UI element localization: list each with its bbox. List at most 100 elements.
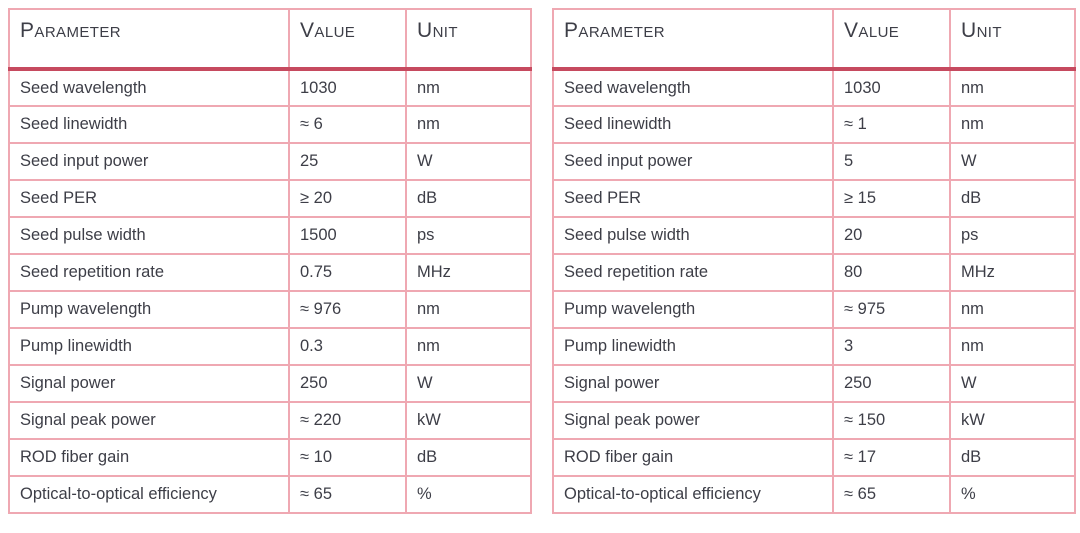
- column-header-parameter: Parameter: [552, 8, 834, 71]
- table-row: Signal power 250 W: [552, 364, 1076, 403]
- cell-value: ≈ 976: [288, 290, 407, 329]
- cell-value: 1030: [288, 68, 407, 107]
- table-row: ROD fiber gain ≈ 10 dB: [8, 438, 532, 477]
- cell-parameter: Pump wavelength: [8, 290, 290, 329]
- spec-tables-container: Parameter Value Unit Seed wavelength 1030…: [8, 8, 1076, 514]
- spec-table-right: Parameter Value Unit Seed wavelength 1030…: [552, 8, 1076, 514]
- table-row: Seed wavelength 1030 nm: [552, 68, 1076, 107]
- table-row: Signal peak power ≈ 220 kW: [8, 401, 532, 440]
- table-row: Pump linewidth 3 nm: [552, 327, 1076, 366]
- cell-unit: kW: [949, 401, 1076, 440]
- table-body-right: Seed wavelength 1030 nm Seed linewidth ≈ 1 nm…: [552, 68, 1076, 514]
- cell-value: 25: [288, 142, 407, 181]
- cell-unit: ps: [405, 216, 532, 255]
- cell-parameter: Optical-to-optical efficiency: [8, 475, 290, 514]
- cell-parameter: Seed input power: [552, 142, 834, 181]
- cell-unit: W: [405, 142, 532, 181]
- cell-value: 250: [288, 364, 407, 403]
- cell-unit: dB: [405, 438, 532, 477]
- cell-parameter: Pump wavelength: [552, 290, 834, 329]
- cell-value: ≈ 17: [832, 438, 951, 477]
- table-row: Optical-to-optical efficiency ≈ 65%: [8, 475, 532, 514]
- cell-unit: dB: [949, 179, 1076, 218]
- cell-value: ≈ 65: [832, 475, 951, 514]
- cell-parameter: Seed pulse width: [8, 216, 290, 255]
- cell-parameter: Signal peak power: [552, 401, 834, 440]
- cell-value: 0.3: [288, 327, 407, 366]
- cell-unit: dB: [949, 438, 1076, 477]
- cell-value: 80: [832, 253, 951, 292]
- cell-parameter: Seed PER: [8, 179, 290, 218]
- cell-unit: nm: [949, 290, 1076, 329]
- cell-parameter: Seed linewidth: [8, 105, 290, 144]
- cell-parameter: ROD fiber gain: [8, 438, 290, 477]
- cell-parameter: Signal power: [552, 364, 834, 403]
- cell-unit: nm: [405, 105, 532, 144]
- cell-unit: W: [405, 364, 532, 403]
- cell-unit: kW: [405, 401, 532, 440]
- cell-value: 20: [832, 216, 951, 255]
- cell-value: 5: [832, 142, 951, 181]
- column-header-value: Value: [832, 8, 951, 71]
- cell-parameter: Seed repetition rate: [552, 253, 834, 292]
- cell-parameter: Pump linewidth: [8, 327, 290, 366]
- table-body-left: Seed wavelength 1030 nm Seed linewidth ≈ 6 nm…: [8, 68, 532, 514]
- cell-value: ≥ 15: [832, 179, 951, 218]
- cell-value: ≈ 975: [832, 290, 951, 329]
- table-row: Pump wavelength ≈ 975 nm: [552, 290, 1076, 329]
- cell-parameter: Signal peak power: [8, 401, 290, 440]
- table-row: Seed repetition rate 0.75 MHz: [8, 253, 532, 292]
- header-row: Parameter Value Unit: [8, 8, 532, 71]
- cell-value: ≈ 6: [288, 105, 407, 144]
- spec-table-left: Parameter Value Unit Seed wavelength 1030…: [8, 8, 532, 514]
- cell-value: 0.75: [288, 253, 407, 292]
- cell-parameter: Pump linewidth: [552, 327, 834, 366]
- cell-unit: dB: [405, 179, 532, 218]
- cell-value: ≈ 65: [288, 475, 407, 514]
- cell-unit: W: [949, 364, 1076, 403]
- table-row: Seed PER ≥ 15 dB: [552, 179, 1076, 218]
- cell-value: 1030: [832, 68, 951, 107]
- table-row: Signal power 250 W: [8, 364, 532, 403]
- cell-parameter: Seed linewidth: [552, 105, 834, 144]
- table-row: Seed pulse width 20 ps: [552, 216, 1076, 255]
- cell-unit: nm: [949, 68, 1076, 107]
- cell-value: 3: [832, 327, 951, 366]
- table-row: Seed wavelength 1030 nm: [8, 68, 532, 107]
- cell-parameter: Seed PER: [552, 179, 834, 218]
- cell-unit: %: [405, 475, 532, 514]
- cell-parameter: Seed wavelength: [8, 68, 290, 107]
- table-row: ROD fiber gain ≈ 17 dB: [552, 438, 1076, 477]
- cell-value: ≈ 150: [832, 401, 951, 440]
- cell-unit: nm: [949, 105, 1076, 144]
- cell-value: 1500: [288, 216, 407, 255]
- cell-unit: nm: [405, 68, 532, 107]
- column-header-value: Value: [288, 8, 407, 71]
- cell-value: ≈ 10: [288, 438, 407, 477]
- cell-parameter: Optical-to-optical efficiency: [552, 475, 834, 514]
- cell-parameter: Seed wavelength: [552, 68, 834, 107]
- cell-unit: ps: [949, 216, 1076, 255]
- table-row: Seed pulse width 1500 ps: [8, 216, 532, 255]
- cell-unit: nm: [405, 290, 532, 329]
- table-row: Pump linewidth 0.3 nm: [8, 327, 532, 366]
- cell-parameter: Seed pulse width: [552, 216, 834, 255]
- cell-unit: %: [949, 475, 1076, 514]
- cell-value: ≥ 20: [288, 179, 407, 218]
- table-header-right: Parameter Value Unit: [552, 8, 1076, 71]
- column-header-unit: Unit: [405, 8, 532, 71]
- cell-parameter: Seed repetition rate: [8, 253, 290, 292]
- cell-unit: nm: [949, 327, 1076, 366]
- table-row: Seed repetition rate 80 MHz: [552, 253, 1076, 292]
- cell-unit: nm: [405, 327, 532, 366]
- table-row: Seed linewidth ≈ 6 nm: [8, 105, 532, 144]
- table-row: Seed input power 25 W: [8, 142, 532, 181]
- table-row: Optical-to-optical efficiency ≈ 65%: [552, 475, 1076, 514]
- table-row: Pump wavelength ≈ 976 nm: [8, 290, 532, 329]
- column-header-unit: Unit: [949, 8, 1076, 71]
- cell-value: ≈ 220: [288, 401, 407, 440]
- cell-parameter: Seed input power: [8, 142, 290, 181]
- column-header-parameter: Parameter: [8, 8, 290, 71]
- cell-parameter: ROD fiber gain: [552, 438, 834, 477]
- cell-parameter: Signal power: [8, 364, 290, 403]
